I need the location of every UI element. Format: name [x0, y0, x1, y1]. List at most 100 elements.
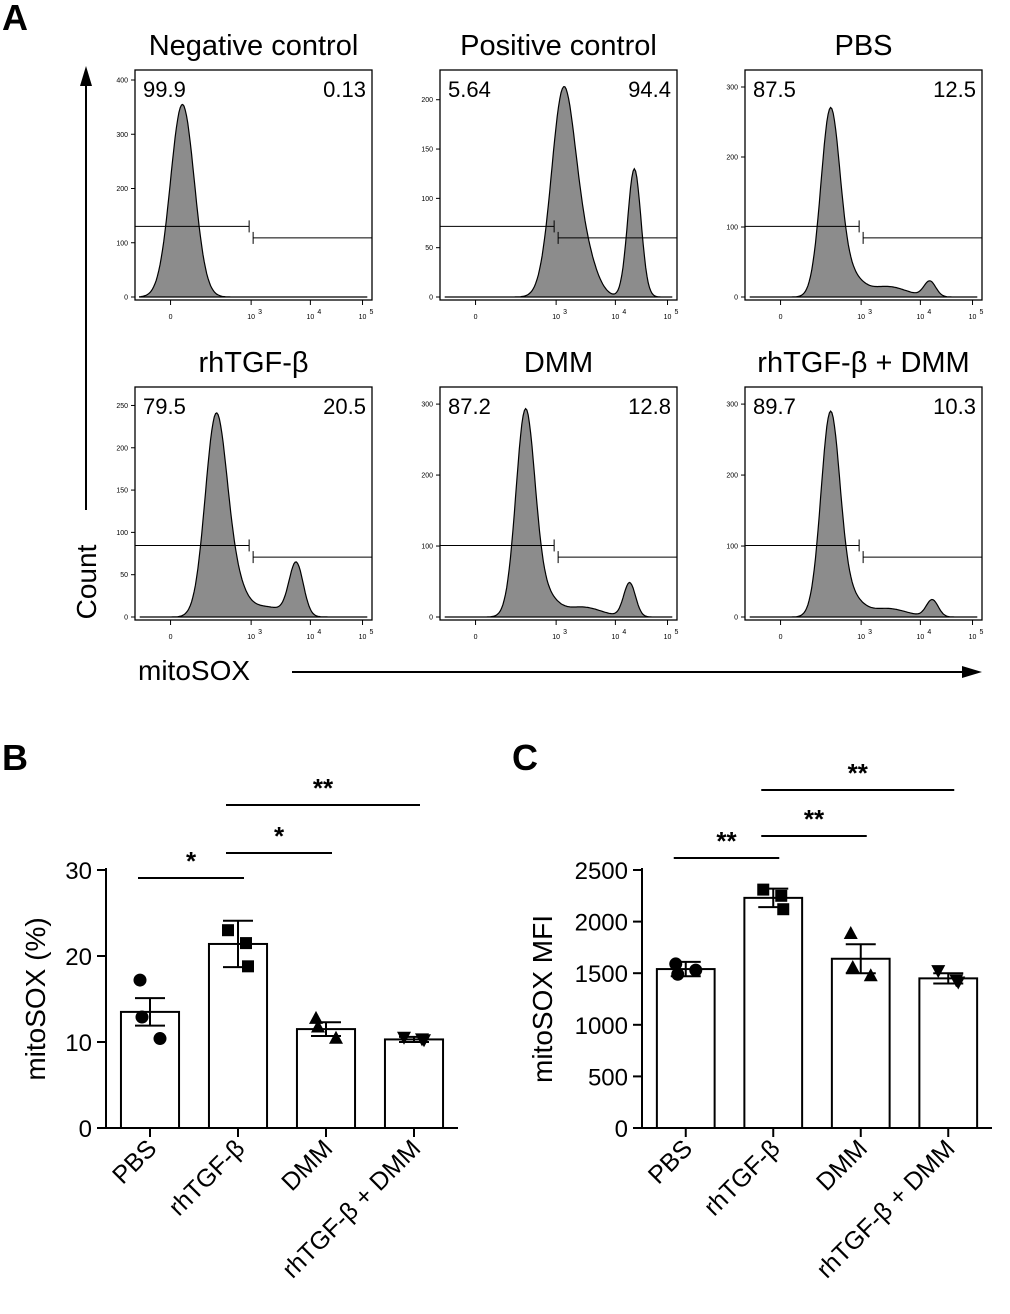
- bar-category-label: DMM: [811, 1134, 873, 1196]
- histogram-curve: [139, 412, 368, 618]
- histogram-x-tick-label: 10: [552, 634, 560, 641]
- significance-label: **: [848, 758, 869, 788]
- significance-label: **: [804, 804, 825, 834]
- bar-y-tick-label: 20: [65, 944, 92, 971]
- histogram-x-tick-label: 10: [857, 634, 865, 641]
- histogram-y-tick-label: 200: [726, 155, 738, 162]
- histogram-x-tick-label: 0: [169, 314, 173, 321]
- data-point-triangle: [329, 1030, 343, 1044]
- panel-b-label: B: [2, 737, 28, 778]
- histogram-x-tick-exponent: 3: [563, 629, 567, 636]
- data-point-triangle-down: [417, 1034, 431, 1048]
- bar-y-tick-label: 30: [65, 858, 92, 885]
- bar: [119, 1010, 181, 1130]
- histogram-x-tick-exponent: 3: [258, 309, 262, 316]
- histogram-x-tick-label: 10: [611, 634, 619, 641]
- histogram-x-tick-label: 0: [474, 314, 478, 321]
- data-point-triangle: [843, 925, 858, 939]
- histogram-y-tick-label: 200: [421, 97, 433, 104]
- histogram-y-tick-label: 250: [116, 403, 128, 410]
- histogram-y-tick-label: 200: [421, 473, 433, 480]
- gate-right-percent: 0.13: [323, 77, 366, 102]
- histogram-x-tick-label: 0: [779, 634, 783, 641]
- histogram-x-tick-exponent: 5: [675, 309, 679, 316]
- bar-y-tick-label: 0: [615, 1116, 628, 1143]
- data-point-triangle-down: [951, 976, 966, 990]
- bar: [743, 896, 804, 1130]
- histogram-y-tick-label: 0: [429, 615, 433, 622]
- histogram-title: rhTGF-β + DMM: [757, 347, 969, 379]
- histogram-x-tick-label: 10: [969, 634, 977, 641]
- bar: [295, 1028, 357, 1129]
- histogram-curve: [444, 86, 673, 298]
- data-point-triangle: [863, 968, 878, 982]
- histogram-title: rhTGF-β: [198, 347, 308, 379]
- gate-right-percent: 10.3: [933, 394, 976, 419]
- histogram-x-tick-label: 0: [779, 314, 783, 321]
- histogram-y-tick-label: 400: [116, 78, 128, 85]
- mitosox-axis-arrow-head: [962, 666, 982, 678]
- histogram-curve: [139, 103, 368, 298]
- histogram-y-tick-label: 150: [421, 147, 433, 154]
- bar-category-label: rhTGF-β: [699, 1134, 786, 1221]
- significance-label: *: [274, 821, 285, 851]
- histogram-frame: [134, 386, 373, 621]
- histogram-y-tick-label: 300: [421, 402, 433, 409]
- data-point-circle: [689, 963, 703, 977]
- data-point-triangle: [309, 1010, 323, 1024]
- histogram-y-tick-label: 0: [734, 295, 738, 302]
- histogram-y-tick-label: 0: [124, 295, 128, 302]
- histogram-x-tick-label: 10: [247, 634, 255, 641]
- histogram-x-tick-label: 0: [169, 634, 173, 641]
- bar: [655, 968, 716, 1130]
- histogram-frame: [744, 69, 983, 301]
- histogram-x-tick-exponent: 4: [927, 309, 931, 316]
- histogram-title: Positive control: [460, 30, 657, 62]
- count-axis-label: Count: [71, 544, 102, 619]
- data-point-square: [242, 960, 254, 973]
- histogram-x-tick-label: 10: [857, 314, 865, 321]
- histogram-title: PBS: [834, 30, 892, 62]
- data-point-circle: [671, 967, 685, 981]
- histogram-frame: [134, 69, 373, 301]
- histogram-y-tick-label: 50: [120, 572, 128, 579]
- histogram-x-tick-label: 10: [359, 314, 367, 321]
- bar-category-label: PBS: [643, 1134, 698, 1189]
- histogram-y-tick-label: 100: [726, 544, 738, 551]
- histogram-x-tick-label: 10: [664, 314, 672, 321]
- histogram-y-tick-label: 100: [116, 240, 128, 247]
- histogram-x-tick-exponent: 5: [370, 309, 374, 316]
- histogram-y-tick-label: 100: [726, 225, 738, 232]
- histogram-x-tick-exponent: 5: [980, 629, 984, 636]
- bar-y-tick-label: 1000: [575, 1013, 628, 1040]
- histogram-y-tick-label: 300: [726, 402, 738, 409]
- bar-category-label: DMM: [276, 1134, 338, 1196]
- histogram-x-tick-label: 0: [474, 634, 478, 641]
- histogram-y-tick-label: 200: [116, 445, 128, 452]
- histogram-x-tick-label: 10: [916, 314, 924, 321]
- histogram-y-tick-label: 0: [429, 295, 433, 302]
- data-point-square: [777, 903, 790, 916]
- gate-left-percent: 87.5: [753, 77, 796, 102]
- histogram-curve: [444, 407, 673, 618]
- histogram-frame: [439, 386, 678, 621]
- histogram-x-tick-exponent: 4: [927, 629, 931, 636]
- bar-y-axis-label: mitoSOX (%): [20, 917, 51, 1080]
- data-point-circle: [133, 973, 147, 987]
- gate-right-percent: 20.5: [323, 394, 366, 419]
- mitosox-axis-label: mitoSOX: [138, 655, 250, 686]
- histogram-x-tick-label: 10: [306, 314, 314, 321]
- gate-left-percent: 87.2: [448, 394, 491, 419]
- histogram-x-tick-exponent: 5: [980, 309, 984, 316]
- histogram-frame: [439, 69, 678, 301]
- histogram-x-tick-label: 10: [552, 314, 560, 321]
- histogram-x-tick-exponent: 3: [258, 629, 262, 636]
- gate-right-percent: 94.4: [628, 77, 671, 102]
